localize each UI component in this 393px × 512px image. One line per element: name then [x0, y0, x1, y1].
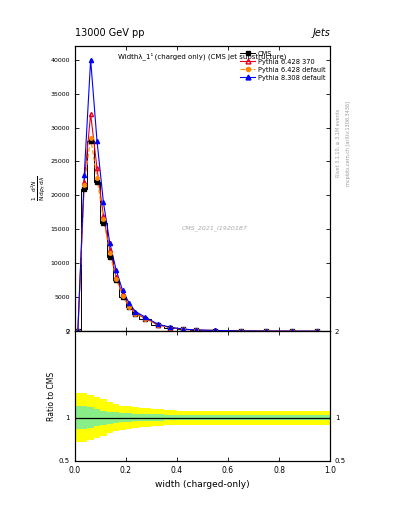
Text: Rivet 3.1.10, ≥ 3.1M events: Rivet 3.1.10, ≥ 3.1M events: [336, 109, 341, 178]
Text: Widthλ_1¹ (charged only) (CMS jet substructure): Widthλ_1¹ (charged only) (CMS jet substr…: [118, 52, 286, 59]
Legend: CMS, Pythia 6.428 370, Pythia 6.428 default, Pythia 8.308 default: CMS, Pythia 6.428 370, Pythia 6.428 defa…: [239, 50, 327, 82]
Text: CMS_2021_I1920187: CMS_2021_I1920187: [182, 226, 248, 231]
Y-axis label: $\frac{1}{\mathrm{N}}\frac{\mathrm{d}^2 N}{\mathrm{d}p_T\,\mathrm{d}\lambda}$: $\frac{1}{\mathrm{N}}\frac{\mathrm{d}^2 …: [29, 176, 48, 202]
Text: mcplots.cern.ch [arXiv:1306.3436]: mcplots.cern.ch [arXiv:1306.3436]: [346, 101, 351, 186]
Y-axis label: Ratio to CMS: Ratio to CMS: [47, 371, 56, 420]
Text: 13000 GeV pp: 13000 GeV pp: [75, 28, 144, 37]
Text: Jets: Jets: [312, 28, 330, 37]
X-axis label: width (charged-only): width (charged-only): [155, 480, 250, 489]
